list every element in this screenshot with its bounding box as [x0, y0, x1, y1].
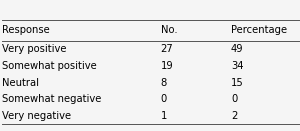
Text: Percentage: Percentage — [231, 25, 287, 36]
Text: Neutral: Neutral — [2, 78, 39, 88]
Text: 19: 19 — [160, 61, 173, 71]
Text: No.: No. — [160, 25, 177, 36]
Text: 1: 1 — [160, 111, 167, 121]
Text: Response: Response — [2, 25, 50, 36]
Text: 2: 2 — [231, 111, 237, 121]
Text: Very positive: Very positive — [2, 44, 67, 54]
Text: Somewhat negative: Somewhat negative — [2, 94, 102, 104]
Text: 8: 8 — [160, 78, 167, 88]
Text: 0: 0 — [231, 94, 237, 104]
Text: 15: 15 — [231, 78, 244, 88]
Text: 34: 34 — [231, 61, 244, 71]
Text: 49: 49 — [231, 44, 244, 54]
Text: Somewhat positive: Somewhat positive — [2, 61, 97, 71]
Text: 27: 27 — [160, 44, 173, 54]
Text: 0: 0 — [160, 94, 167, 104]
Text: Very negative: Very negative — [2, 111, 71, 121]
